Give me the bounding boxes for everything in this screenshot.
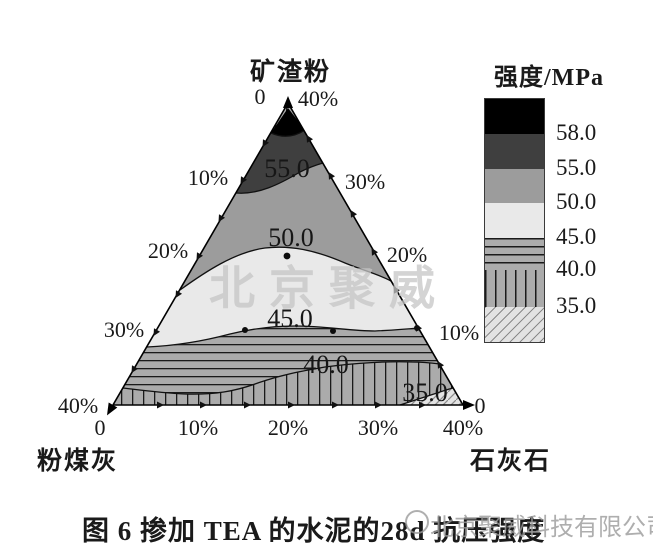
contour-value-labels: 55.0 50.0 45.0 40.0 35.0 <box>264 154 448 407</box>
band-40-45-horizontal-hatch <box>123 326 440 395</box>
bottom-right-axis-arrow <box>463 400 475 410</box>
right-tick-label: 20% <box>387 242 427 267</box>
left-tick <box>196 252 204 261</box>
left-axis-labels: 0 10% 20% 30% 40% <box>58 84 266 418</box>
bottom-tick-label: 20% <box>268 415 308 440</box>
bottom-tick-label: 10% <box>178 415 218 440</box>
bottom-tick <box>200 401 207 409</box>
bottom-left-axis-arrow <box>107 402 118 416</box>
right-tick <box>371 247 379 256</box>
band-50-55-gray <box>180 163 391 290</box>
right-tick-label: 10% <box>439 320 479 345</box>
left-tick <box>131 365 139 374</box>
legend-band-35-40 <box>485 270 544 307</box>
contour-line-50 <box>179 246 392 291</box>
legend-label-35: 35.0 <box>556 293 597 318</box>
left-tick <box>218 214 226 223</box>
right-tick <box>437 360 445 369</box>
left-tick <box>175 290 183 299</box>
bottom-left-vertex-label: 粉煤灰 <box>37 448 119 475</box>
contour-line-55 <box>235 162 324 194</box>
contour-line-35 <box>399 387 454 405</box>
bottom-tick <box>157 401 164 409</box>
left-tick-label: 20% <box>148 238 188 263</box>
bottom-tick-label: 40% <box>443 415 483 440</box>
top-vertex-label: 矿渣粉 <box>250 59 332 86</box>
legend-label-58: 58.0 <box>556 120 597 145</box>
band-under-35-diagonal-hatch <box>400 388 463 405</box>
contour-line-45 <box>146 325 419 348</box>
data-point <box>242 327 248 333</box>
contour-label-40: 40.0 <box>303 350 349 379</box>
left-tick <box>153 328 161 337</box>
data-point <box>414 325 420 331</box>
contour-line-40 <box>122 361 441 395</box>
contour-lines <box>122 129 454 405</box>
right-axis-labels: 40% 30% 20% 10% 0 <box>298 86 486 418</box>
left-tick <box>262 139 270 148</box>
legend-label-40: 40.0 <box>556 256 597 281</box>
data-point <box>330 328 336 334</box>
bottom-tick <box>288 401 295 409</box>
left-tick-label: 40% <box>58 393 98 418</box>
legend-label-45: 45.0 <box>556 224 597 249</box>
legend-band-under-35 <box>485 307 544 342</box>
bottom-right-vertex-label: 石灰石 <box>470 448 552 475</box>
bottom-axis-labels: 0 10% 20% 30% 40% <box>95 415 484 440</box>
legend-label-50: 50.0 <box>556 189 597 214</box>
band-45-50-light <box>147 247 418 347</box>
band-over-58-black <box>271 108 305 137</box>
contour-label-50: 50.0 <box>268 223 314 252</box>
legend-label-55: 55.0 <box>556 155 597 180</box>
legend-colorbar <box>484 98 545 343</box>
legend-band-over-58 <box>485 99 544 134</box>
left-tick-label: 0 <box>255 84 266 109</box>
right-tick <box>306 134 314 143</box>
right-tick <box>350 209 358 218</box>
legend-title: 强度/MPa <box>494 65 604 91</box>
right-tick <box>393 285 401 294</box>
figure-caption: 图 6 掺加 TEA 的水泥的28d 抗压强度 <box>82 516 546 546</box>
right-tick-label: 30% <box>345 169 385 194</box>
legend-band-40-45 <box>485 238 544 270</box>
axis-arrows <box>107 96 475 416</box>
bottom-tick <box>375 401 382 409</box>
contour-label-55: 55.0 <box>264 154 310 183</box>
data-point <box>283 252 291 260</box>
bottom-tick <box>244 401 251 409</box>
bottom-tick <box>332 401 339 409</box>
left-tick-label: 30% <box>104 317 144 342</box>
band-55-58-dark <box>236 130 323 194</box>
bottom-tick <box>419 401 426 409</box>
contour-label-35: 35.0 <box>402 378 448 407</box>
right-tick-label: 0 <box>475 393 486 418</box>
legend-band-55-58 <box>485 134 544 169</box>
legend-band-45-50 <box>485 203 544 238</box>
left-tick-label: 10% <box>188 165 228 190</box>
left-tick <box>240 176 248 185</box>
right-tick <box>328 171 336 180</box>
bottom-tick-label: 0 <box>95 415 106 440</box>
right-tick-label: 40% <box>298 86 338 111</box>
contour-label-45: 45.0 <box>267 304 313 333</box>
bottom-tick-label: 30% <box>358 415 398 440</box>
legend-band-50-55 <box>485 169 544 203</box>
contour-line-58 <box>270 129 306 137</box>
top-axis-arrow <box>283 96 293 108</box>
data-points <box>242 252 420 334</box>
